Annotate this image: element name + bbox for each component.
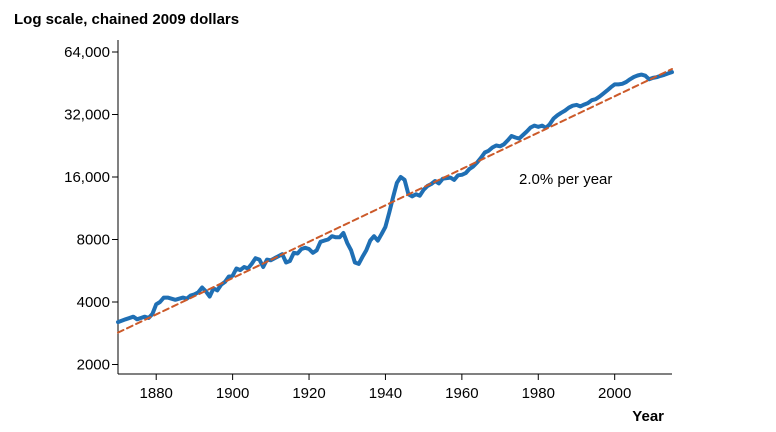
x-tick-label: 2000 (598, 385, 631, 402)
x-tick-label: 1940 (369, 385, 402, 402)
y-tick-label: 4000 (77, 294, 110, 311)
y-tick-label: 32,000 (64, 106, 110, 123)
trend-annotation: 2.0% per year (519, 171, 612, 188)
y-tick-label: 64,000 (64, 44, 110, 61)
x-tick-label: 1920 (292, 385, 325, 402)
x-tick-label: 1900 (216, 385, 249, 402)
x-tick-label: 1960 (445, 385, 478, 402)
y-tick-label: 2000 (77, 356, 110, 373)
chart-title: Log scale, chained 2009 dollars (14, 11, 239, 28)
trend-line (117, 68, 673, 334)
y-tick-label: 16,000 (64, 169, 110, 186)
y-tick-label: 8000 (77, 231, 110, 248)
x-axis-label: Year (632, 408, 664, 425)
x-tick-label: 1880 (140, 385, 173, 402)
gdp-series-line (116, 70, 674, 325)
x-tick-label: 1980 (522, 385, 555, 402)
